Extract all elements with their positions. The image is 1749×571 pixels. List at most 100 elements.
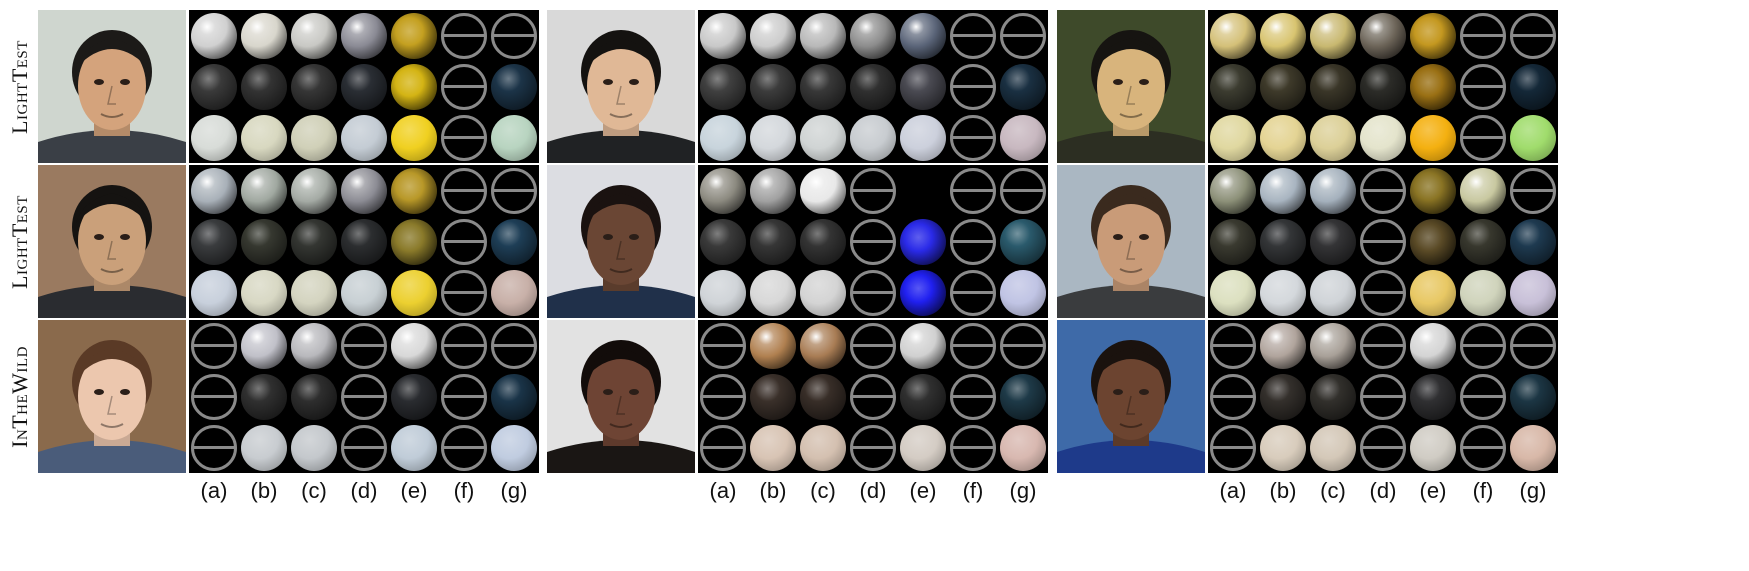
light-probe-sphere: [1210, 269, 1256, 316]
column-label: (c): [810, 478, 836, 503]
light-probe-sphere: [900, 218, 946, 265]
row-label: LightTest: [0, 10, 40, 163]
empty-probe-placeholder: [1000, 322, 1046, 369]
empty-probe-placeholder: [441, 63, 487, 110]
light-probe-sphere: [391, 322, 437, 369]
light-probe-sphere: [750, 114, 796, 161]
empty-probe-placeholder: [441, 373, 487, 420]
light-probe-sphere: [1410, 269, 1456, 316]
light-probe-sphere: [1410, 12, 1456, 59]
light-probe-sphere: [750, 269, 796, 316]
light-probe-sphere: [291, 114, 337, 161]
empty-probe-placeholder: [191, 373, 237, 420]
light-probe-sphere: [191, 63, 237, 110]
empty-probe-placeholder: [441, 167, 487, 214]
light-probe-sphere: [750, 12, 796, 59]
empty-probe-placeholder: [850, 269, 896, 316]
face-photo: [547, 320, 695, 473]
light-probe-sphere: [491, 114, 537, 161]
empty-probe-placeholder: [1360, 269, 1406, 316]
face-portrait-graphic: [547, 320, 695, 473]
light-probe-sphere: [900, 12, 946, 59]
face-portrait-graphic: [547, 10, 695, 163]
light-probe-sphere: [291, 373, 337, 420]
empty-probe-placeholder: [950, 269, 996, 316]
empty-probe-placeholder: [950, 12, 996, 59]
empty-probe-placeholder: [950, 114, 996, 161]
empty-probe-placeholder: [1360, 218, 1406, 265]
light-probe-sphere: [1310, 114, 1356, 161]
light-probe-sphere: [1310, 63, 1356, 110]
light-probe-sphere: [800, 424, 846, 471]
empty-probe-placeholder: [700, 373, 746, 420]
light-probe-grid: [698, 320, 1048, 473]
light-probe-sphere: [1000, 114, 1046, 161]
light-probe-sphere: [491, 269, 537, 316]
light-probe-sphere: [341, 167, 387, 214]
face-photo: [38, 320, 186, 473]
face-photo: [1057, 165, 1205, 318]
light-probe-sphere: [750, 322, 796, 369]
row-label-text: LightTest: [7, 194, 32, 289]
light-probe-sphere: [491, 424, 537, 471]
light-probe-sphere: [1210, 12, 1256, 59]
light-probe-sphere: [291, 63, 337, 110]
column-label: (f): [453, 478, 475, 503]
empty-probe-placeholder: [850, 167, 896, 214]
light-probe-sphere: [291, 218, 337, 265]
column-label: (c): [301, 478, 327, 503]
light-probe-sphere: [241, 269, 287, 316]
light-probe-sphere: [291, 269, 337, 316]
light-probe-sphere: [241, 424, 287, 471]
light-probe-sphere: [191, 218, 237, 265]
light-probe-grid: [1208, 165, 1558, 318]
empty-probe-placeholder: [850, 373, 896, 420]
light-probe-sphere: [391, 167, 437, 214]
light-probe-sphere: [900, 373, 946, 420]
light-probe-sphere: [1260, 114, 1306, 161]
light-probe-sphere: [391, 373, 437, 420]
light-probe-sphere: [1310, 167, 1356, 214]
light-probe-sphere: [1460, 167, 1506, 214]
light-probe-sphere: [241, 322, 287, 369]
empty-probe-placeholder: [341, 424, 387, 471]
light-probe-sphere: [800, 373, 846, 420]
empty-probe-placeholder: [1460, 63, 1506, 110]
light-probe-sphere: [1210, 114, 1256, 161]
light-probe-sphere: [391, 63, 437, 110]
empty-probe-placeholder: [341, 322, 387, 369]
light-probe-sphere: [341, 114, 387, 161]
light-probe-sphere: [800, 12, 846, 59]
light-probe-sphere: [341, 218, 387, 265]
light-probe-sphere: [491, 373, 537, 420]
light-probe-sphere: [1210, 63, 1256, 110]
empty-probe-placeholder: [1210, 424, 1256, 471]
column-label: (d): [350, 478, 378, 503]
face-portrait-graphic: [1057, 165, 1205, 318]
empty-probe-placeholder: [950, 63, 996, 110]
column-label: (f): [1472, 478, 1494, 503]
light-probe-sphere: [800, 114, 846, 161]
empty-probe-placeholder: [441, 114, 487, 161]
light-probe-sphere: [1360, 12, 1406, 59]
light-probe-sphere: [391, 114, 437, 161]
light-probe-sphere: [900, 424, 946, 471]
empty-probe-placeholder: [1510, 167, 1556, 214]
empty-probe-placeholder: [1460, 373, 1506, 420]
light-probe-sphere: [850, 12, 896, 59]
light-probe-sphere: [1410, 322, 1456, 369]
face-photo: [1057, 10, 1205, 163]
empty-probe-placeholder: [700, 322, 746, 369]
light-probe-sphere: [700, 167, 746, 214]
light-probe-sphere: [1510, 63, 1556, 110]
light-probe-sphere: [700, 114, 746, 161]
light-probe-sphere: [1310, 269, 1356, 316]
light-probe-sphere: [1310, 218, 1356, 265]
light-probe-sphere: [1410, 63, 1456, 110]
empty-probe-placeholder: [1360, 322, 1406, 369]
empty-probe-placeholder: [491, 322, 537, 369]
light-probe-sphere: [1310, 373, 1356, 420]
light-probe-sphere: [491, 218, 537, 265]
light-probe-sphere: [241, 63, 287, 110]
